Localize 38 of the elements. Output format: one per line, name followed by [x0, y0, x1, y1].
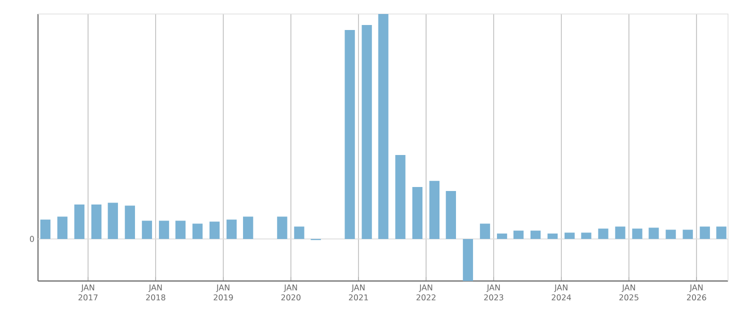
bar — [57, 216, 68, 239]
bar — [175, 220, 186, 239]
bar — [40, 220, 50, 239]
bar — [648, 228, 659, 239]
bar — [548, 234, 558, 239]
bar — [362, 25, 372, 239]
bar — [496, 234, 508, 239]
bar — [226, 220, 237, 239]
bar — [277, 216, 288, 239]
bar — [210, 222, 220, 239]
bar — [513, 230, 524, 239]
bar — [632, 228, 642, 239]
bar — [716, 226, 726, 239]
bar — [666, 230, 676, 239]
bar — [480, 224, 490, 239]
bar — [294, 226, 304, 239]
bar — [124, 206, 135, 239]
bar — [682, 230, 693, 239]
bar — [462, 238, 474, 281]
bar — [344, 30, 355, 239]
bar — [108, 202, 118, 239]
bar — [412, 186, 422, 239]
bar — [192, 224, 203, 239]
bar — [91, 204, 102, 239]
bar — [446, 191, 456, 239]
bar — [158, 220, 170, 239]
bar — [378, 14, 388, 239]
bar — [581, 232, 592, 239]
bar — [243, 216, 254, 239]
bar — [142, 220, 152, 239]
bar — [700, 226, 710, 239]
bar — [598, 228, 608, 239]
bar — [530, 230, 541, 239]
bar — [429, 180, 440, 239]
bar — [615, 226, 626, 239]
bar — [74, 204, 84, 239]
bar — [564, 232, 575, 239]
bar — [395, 155, 406, 239]
